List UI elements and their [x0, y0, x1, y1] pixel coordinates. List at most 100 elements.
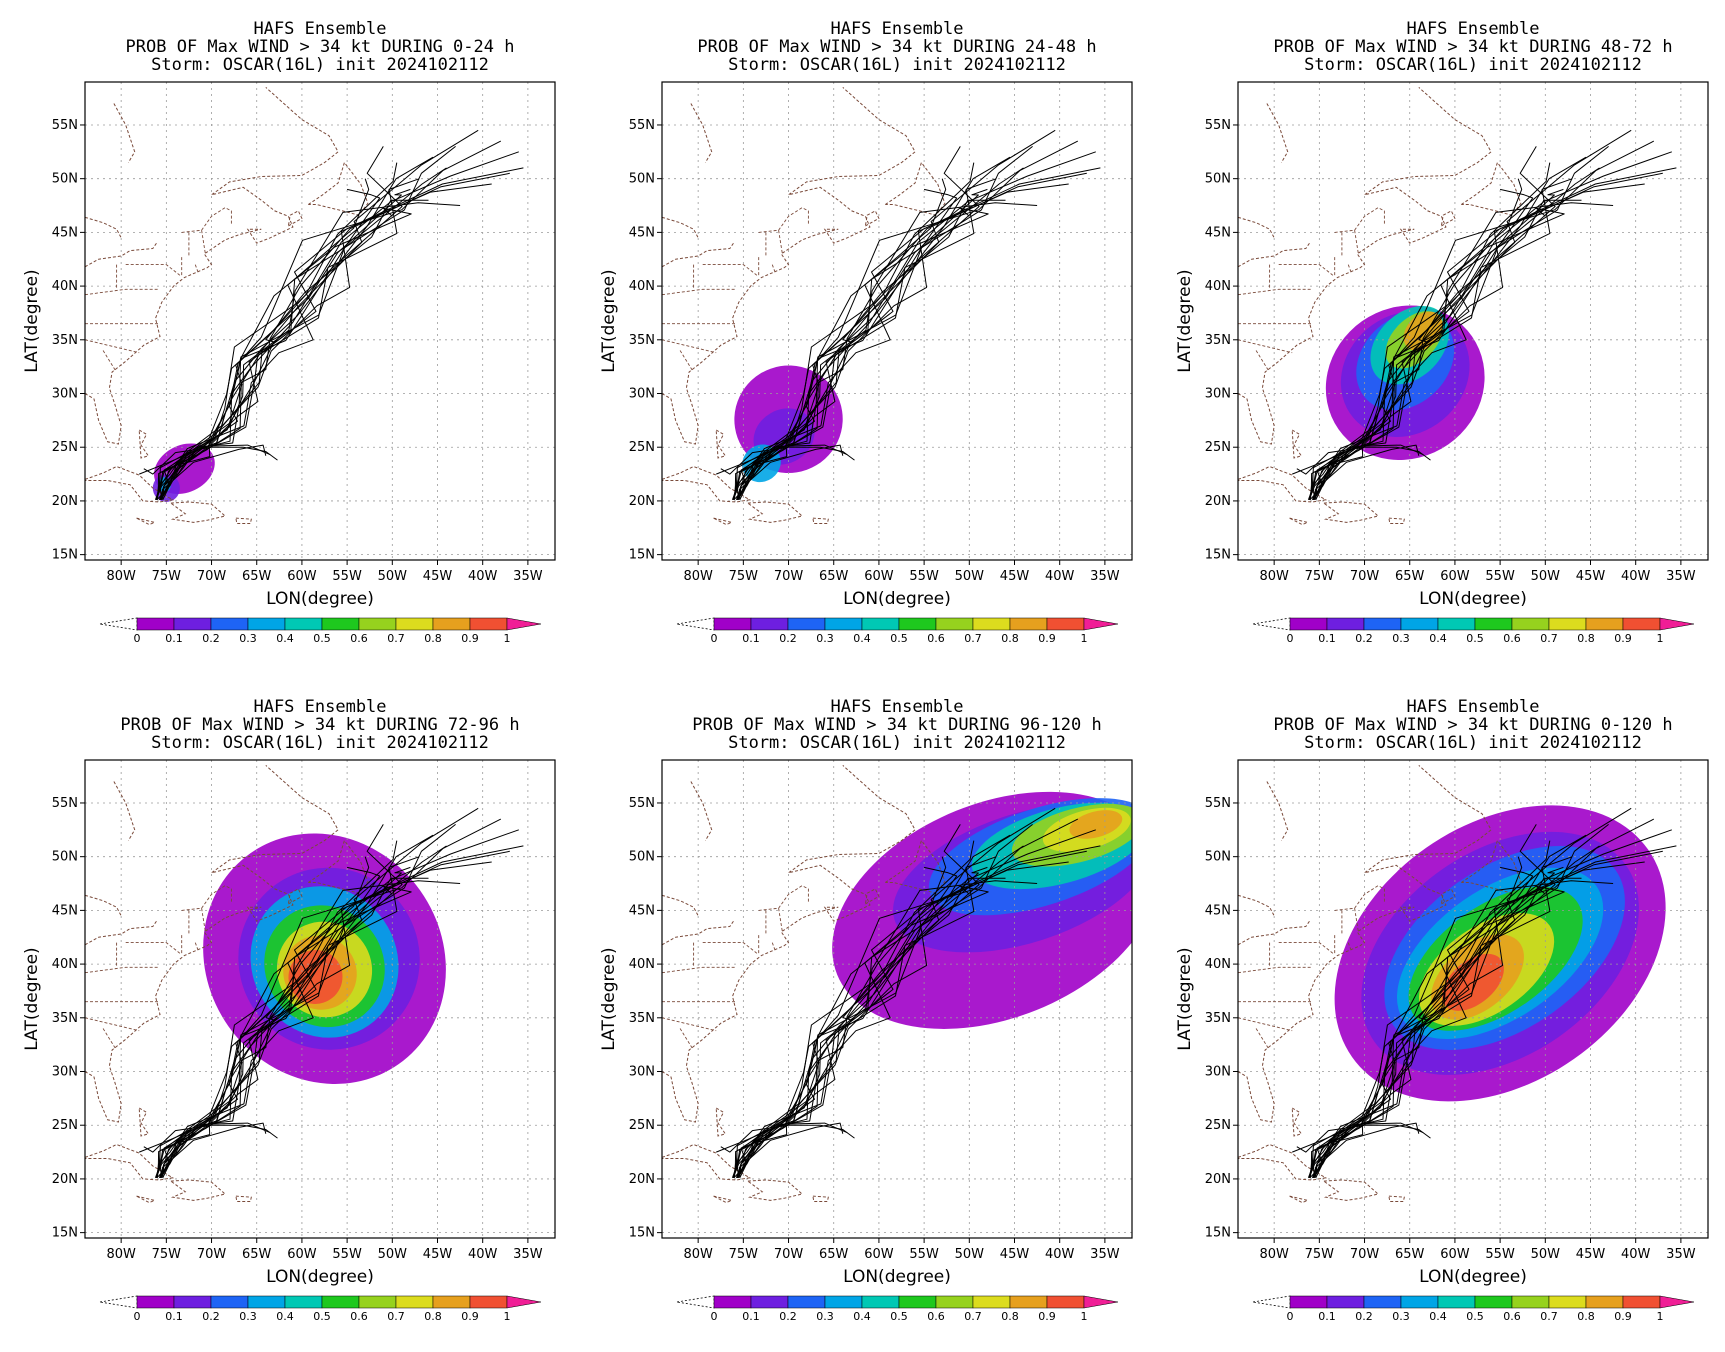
border-line	[702, 942, 758, 954]
colorbar-bin	[247, 1295, 286, 1309]
colorbar-bin	[1400, 1295, 1439, 1309]
colorbar-bin	[469, 1295, 508, 1309]
colorbar-over-arrow	[506, 1295, 542, 1309]
colorbar-label: 0.6	[1503, 1310, 1521, 1323]
lat-tick-label: 30N	[52, 387, 78, 402]
coastline	[138, 1107, 150, 1137]
y-axis-label: LAT(degree)	[22, 269, 42, 372]
ensemble-track	[154, 183, 492, 500]
panel-title-line: Storm: OSCAR(16L) init 2024102112	[1304, 733, 1642, 753]
colorbar-bin	[1511, 1295, 1550, 1309]
colorbar-bin	[210, 617, 249, 631]
coastline	[812, 1195, 829, 1202]
panel-title-line: Storm: OSCAR(16L) init 2024102112	[728, 55, 1066, 75]
coastline	[85, 241, 158, 268]
ensemble-track	[733, 856, 947, 1178]
colorbar-bin	[469, 617, 508, 631]
ensemble-track	[1309, 877, 1582, 1178]
colorbar-label: 0.2	[1355, 1310, 1373, 1323]
lat-tick-label: 45N	[52, 903, 78, 918]
lon-tick-label: 70W	[774, 1247, 804, 1262]
lat-tick-label: 30N	[1205, 1065, 1231, 1080]
colorbar: 0 0.1 0.2 0.3 0.4 0.5 0.6 0.7 0.8 0.9 1	[676, 1295, 1119, 1323]
ensemble-track	[1307, 183, 1645, 500]
ensemble-track	[155, 840, 398, 1178]
lon-tick-label: 55W	[909, 1247, 939, 1262]
lon-tick-label: 40W	[1045, 1247, 1075, 1262]
colorbar-label: 0.2	[1355, 632, 1373, 645]
lon-tick-label: 40W	[1621, 1247, 1651, 1262]
colorbar: 0 0.1 0.2 0.3 0.4 0.5 0.6 0.7 0.8 0.9 1	[1252, 1295, 1695, 1323]
border-line	[771, 264, 776, 273]
map-area	[85, 82, 555, 560]
colorbar-label: 0.6	[1503, 632, 1521, 645]
colorbar: 0 0.1 0.2 0.3 0.4 0.5 0.6 0.7 0.8 0.9 1	[676, 617, 1119, 645]
colorbar-label: 0.9	[1038, 632, 1056, 645]
grid	[85, 82, 555, 560]
colorbar-label: 0.9	[1614, 1310, 1632, 1323]
colorbar-under-arrow	[1252, 1295, 1291, 1309]
colorbar-bin	[750, 617, 789, 631]
ensemble-track	[159, 178, 420, 500]
coastline	[1388, 1195, 1405, 1202]
ensemble-track	[1292, 1122, 1424, 1153]
ensemble-track	[736, 885, 989, 1179]
ensemble-track	[738, 1122, 844, 1169]
ensemble-track	[156, 850, 510, 1178]
ensemble-track	[1307, 861, 1645, 1178]
lat-tick-label: 20N	[52, 494, 78, 509]
panel-title-line: Storm: OSCAR(16L) init 2024102112	[1304, 55, 1642, 75]
colorbar-bin	[861, 1295, 900, 1309]
border-line	[1334, 885, 1385, 911]
ensemble-track	[733, 877, 1006, 1178]
colorbar-bin	[1511, 617, 1550, 631]
colorbar-label: 0.7	[964, 1310, 982, 1323]
lon-tick-label: 70W	[197, 569, 227, 584]
coastline	[713, 517, 734, 526]
colorbar-label: 0.8	[1001, 1310, 1019, 1323]
map-frame	[84, 759, 556, 1239]
lat-tick-label: 15N	[52, 1226, 78, 1241]
colorbar-under-arrow	[99, 1295, 138, 1309]
border-line	[194, 264, 199, 273]
ensemble-track	[1312, 856, 1573, 1178]
coastline	[713, 1195, 734, 1204]
colorbar-label: 0.9	[1038, 1310, 1056, 1323]
ensemble-track	[1313, 188, 1564, 501]
grid	[1238, 760, 1708, 1238]
x-axis-label: LON(degree)	[843, 1267, 951, 1287]
colorbar-over-arrow	[506, 617, 542, 631]
colorbar-bin	[1437, 1295, 1476, 1309]
probability-shading	[1325, 305, 1485, 461]
lat-tick-label: 15N	[1205, 1226, 1231, 1241]
lon-tick-label: 50W	[955, 569, 985, 584]
lon-tick-label: 80W	[106, 569, 136, 584]
colorbar-bin	[321, 1295, 360, 1309]
ensemble-tracks	[139, 807, 524, 1179]
ensemble-track	[1292, 444, 1424, 475]
border-line	[702, 264, 758, 276]
ensemble-track	[159, 207, 412, 501]
colorbar-label: 0.6	[350, 1310, 368, 1323]
ensemble-track	[1309, 850, 1663, 1178]
colorbar-label: 0.1	[165, 632, 183, 645]
lat-tick-label: 35N	[52, 333, 78, 348]
ensemble-track	[143, 1124, 278, 1153]
border-line	[201, 908, 206, 931]
coastlines	[1238, 87, 1522, 526]
colorbar-label: 1	[1081, 632, 1088, 645]
coastline	[113, 103, 136, 163]
border-line	[1354, 230, 1359, 253]
y-axis-label: LAT(degree)	[1175, 947, 1195, 1050]
colorbar-label: 0.3	[239, 632, 257, 645]
ensemble-track	[736, 207, 989, 501]
lat-tick-label: 50N	[52, 850, 78, 865]
colorbar-label: 0.4	[853, 632, 871, 645]
ensemble-track	[139, 444, 271, 475]
colorbar-label: 0.3	[239, 1310, 257, 1323]
coastline	[1238, 87, 1492, 445]
lat-tick-label: 15N	[1205, 548, 1231, 563]
colorbar-bin	[284, 1295, 323, 1309]
coastline	[1440, 210, 1456, 227]
ensemble-track	[159, 885, 412, 1179]
